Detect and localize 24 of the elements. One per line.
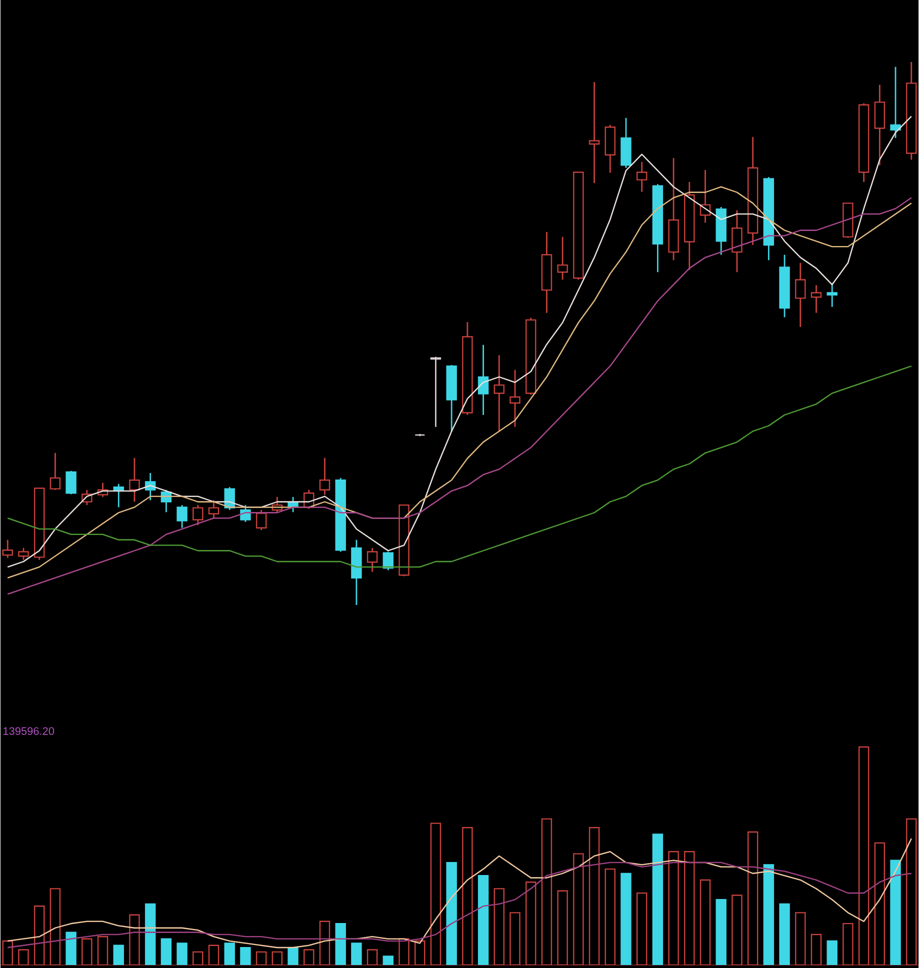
candlestick: [50, 452, 61, 491]
candlestick: [366, 547, 378, 573]
candlestick: [810, 284, 822, 314]
candlestick: [890, 66, 901, 139]
candlestick: [319, 457, 330, 496]
candlestick: [510, 369, 520, 428]
candlestick: [18, 547, 29, 561]
candlestick: [826, 282, 838, 308]
candlestick: [557, 236, 568, 280]
candlestick: [288, 496, 298, 513]
candlestick: [66, 470, 76, 495]
candlestick: [192, 504, 204, 526]
candlestick: [795, 262, 806, 328]
candlestick: [382, 551, 394, 571]
candlestick: [430, 356, 442, 428]
candlestick: [588, 81, 600, 184]
candlestick: [494, 354, 504, 432]
candlestick: [208, 499, 220, 519]
candlestick: [129, 457, 140, 503]
candlestick: [256, 509, 267, 531]
candlestick: [732, 210, 742, 273]
candlestick: [176, 504, 188, 529]
text: 139596.20: [4, 727, 54, 735]
candlestick: [636, 161, 648, 192]
